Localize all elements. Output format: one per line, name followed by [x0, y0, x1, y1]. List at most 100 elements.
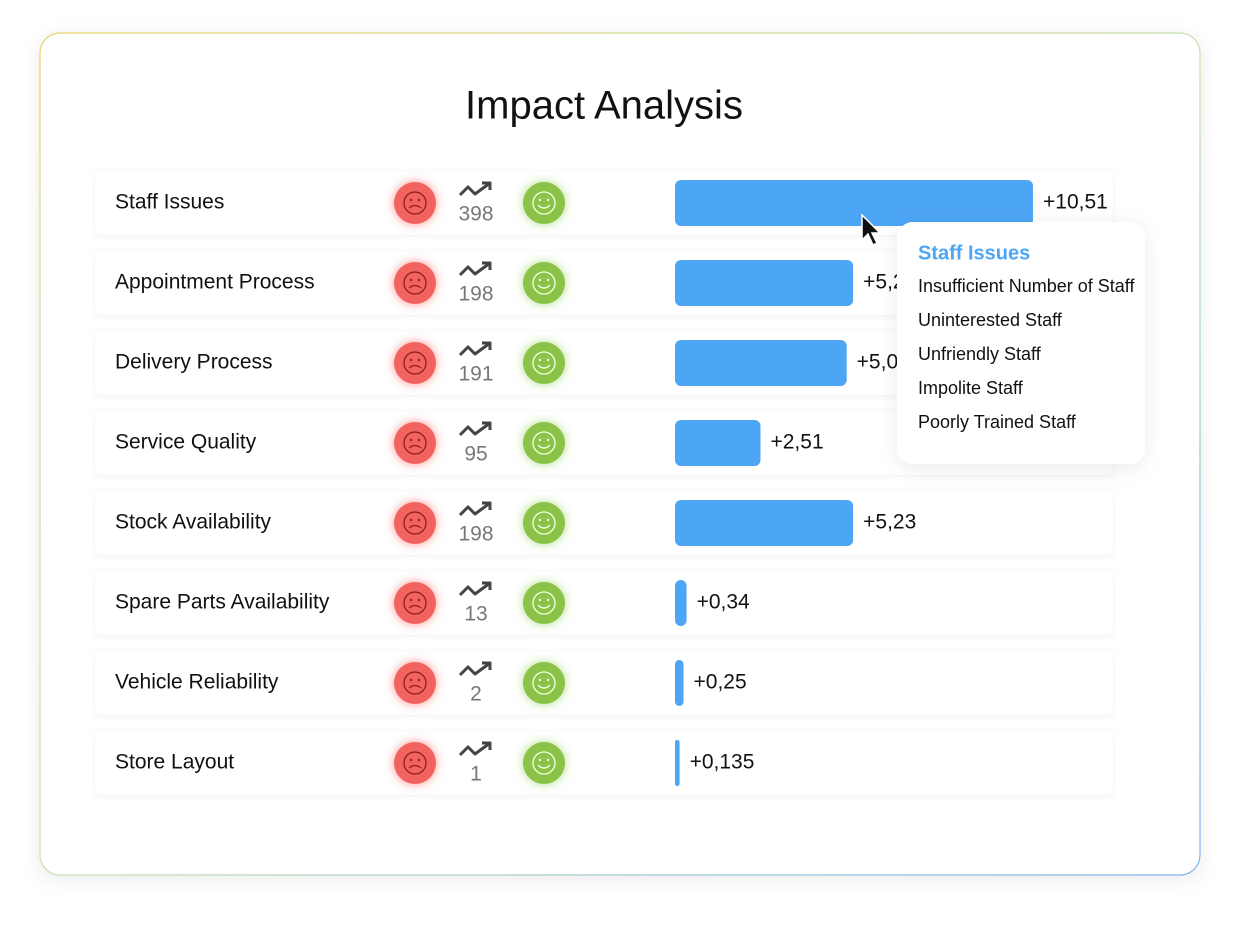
happy-icon-mouth: [537, 524, 551, 529]
sad-icon-eye: [417, 358, 421, 362]
happy-icon-face: [532, 351, 556, 375]
sad-icon-mouth: [408, 284, 422, 289]
happy-icon-mouth: [537, 764, 551, 769]
happy-icon-mouth: [537, 284, 551, 289]
sad-icon-eye: [409, 758, 413, 762]
value-label: +0,25: [694, 671, 747, 694]
sad-icon-face: [403, 191, 427, 215]
row-background: [95, 251, 1113, 315]
bar: [675, 740, 680, 786]
sad-icon-face: [403, 751, 427, 775]
happy-icon-eye: [546, 198, 550, 202]
happy-icon: [523, 342, 565, 384]
sad-icon: [394, 422, 436, 464]
row-background: [95, 331, 1113, 395]
happy-icon-eye: [538, 278, 542, 282]
happy-icon-eye: [538, 358, 542, 362]
happy-icon: [523, 662, 565, 704]
bar: [675, 260, 854, 306]
row-background: [95, 651, 1113, 715]
sad-icon-eye: [409, 278, 413, 282]
sad-icon-eye: [409, 358, 413, 362]
category-label: Service Quality: [115, 431, 257, 454]
tooltip-item: Insufficient Number of Staff: [918, 276, 1135, 296]
category-label: Spare Parts Availability: [115, 591, 330, 614]
tooltip-box: [897, 222, 1145, 464]
sad-icon: [394, 742, 436, 784]
happy-icon: [523, 422, 565, 464]
sad-icon-face: [403, 671, 427, 695]
sad-icon-eye: [417, 438, 421, 442]
trend-icon: [458, 341, 492, 357]
happy-icon-eye: [538, 758, 542, 762]
category-label: Vehicle Reliability: [115, 671, 279, 694]
bar: [675, 580, 687, 626]
value-label: +0,34: [697, 591, 750, 614]
trend-icon: [458, 581, 492, 597]
sad-icon: [394, 582, 436, 624]
count-label: 13: [464, 603, 487, 626]
category-label: Delivery Process: [115, 351, 273, 374]
sad-icon-eye: [409, 598, 413, 602]
happy-icon-face: [532, 271, 556, 295]
happy-icon-face: [532, 511, 556, 535]
happy-icon-face: [532, 191, 556, 215]
tooltip-title: Staff Issues: [918, 242, 1030, 264]
sad-icon-face: [403, 271, 427, 295]
count-label: 2: [470, 683, 482, 706]
sad-icon-mouth: [408, 444, 422, 449]
sad-icon-eye: [417, 518, 421, 522]
tooltip-item: Poorly Trained Staff: [918, 412, 1077, 432]
sad-icon-face: [403, 591, 427, 615]
happy-icon-face: [532, 751, 556, 775]
happy-icon-mouth: [537, 444, 551, 449]
sad-icon-eye: [409, 198, 413, 202]
count-label: 191: [458, 363, 493, 386]
bar: [675, 500, 854, 546]
bar: [675, 660, 684, 706]
trend-icon: [458, 501, 492, 517]
value-label: +2,51: [770, 431, 823, 454]
sad-icon-mouth: [408, 684, 422, 689]
row-background: [95, 491, 1113, 555]
value-label: +5,04: [857, 351, 910, 374]
tooltip-item: Uninterested Staff: [918, 310, 1063, 330]
sad-icon-face: [403, 351, 427, 375]
value-label: +0,135: [690, 751, 755, 774]
sad-icon: [394, 662, 436, 704]
happy-icon: [523, 502, 565, 544]
happy-icon-mouth: [537, 204, 551, 209]
trend-icon: [458, 421, 492, 437]
chart-title: Impact Analysis: [465, 84, 743, 128]
sad-icon-eye: [417, 758, 421, 762]
sad-icon-eye: [409, 678, 413, 682]
sad-icon: [394, 262, 436, 304]
happy-icon-eye: [538, 678, 542, 682]
happy-icon-eye: [546, 518, 550, 522]
count-label: 198: [458, 523, 493, 546]
category-label: Stock Availability: [115, 511, 272, 534]
category-label: Store Layout: [115, 751, 234, 774]
sad-icon-eye: [417, 678, 421, 682]
sad-icon-mouth: [408, 604, 422, 609]
happy-icon-eye: [546, 358, 550, 362]
sad-icon: [394, 502, 436, 544]
happy-icon-eye: [546, 278, 550, 282]
category-label: Staff Issues: [115, 191, 224, 214]
sad-icon-eye: [417, 598, 421, 602]
tooltip-item: Unfriendly Staff: [918, 344, 1042, 364]
bar: [675, 180, 1033, 226]
tooltip-item: Impolite Staff: [918, 378, 1024, 398]
sad-icon-eye: [409, 438, 413, 442]
count-label: 398: [458, 203, 493, 226]
happy-icon-eye: [538, 518, 542, 522]
happy-icon-face: [532, 671, 556, 695]
happy-icon: [523, 742, 565, 784]
cursor: [861, 213, 882, 247]
happy-icon-eye: [546, 758, 550, 762]
sad-icon-mouth: [408, 524, 422, 529]
category-label: Appointment Process: [115, 271, 315, 294]
sad-icon-mouth: [408, 764, 422, 769]
happy-icon-mouth: [537, 684, 551, 689]
